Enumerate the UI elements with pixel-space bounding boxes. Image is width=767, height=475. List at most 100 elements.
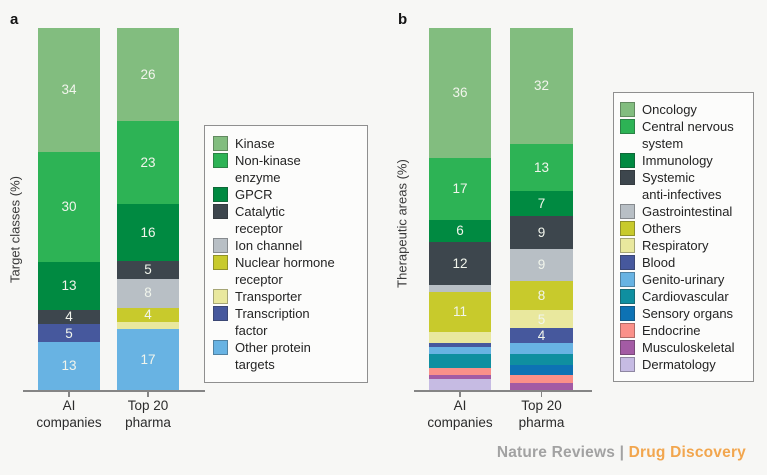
axis-tick bbox=[459, 392, 461, 397]
bar-segment-immunology: 7 bbox=[510, 190, 573, 217]
legend-swatch-icon bbox=[620, 272, 635, 287]
segment-value-label: 32 bbox=[533, 78, 550, 94]
legend-swatch-icon bbox=[620, 221, 635, 236]
legend-item-gastrointestinal: Gastrointestinal bbox=[620, 203, 747, 220]
bar-segment-ion-channel: 8 bbox=[117, 278, 179, 308]
bar-segment-gastrointestinal bbox=[429, 285, 491, 293]
bar-segment-kinase: 26 bbox=[117, 28, 179, 122]
segment-value-label: 6 bbox=[456, 222, 464, 238]
legend-swatch-icon bbox=[213, 153, 228, 168]
legend-swatch-icon bbox=[620, 255, 635, 270]
bar-segment-non-kinase-enzyme: 30 bbox=[38, 152, 100, 262]
bar-segment-oncology: 36 bbox=[429, 28, 491, 159]
segment-value-label: 4 bbox=[65, 309, 73, 325]
legend-swatch-icon bbox=[620, 289, 635, 304]
panel-a-y-axis-label: Target classes (%) bbox=[7, 176, 23, 283]
legend-swatch-icon bbox=[620, 119, 635, 134]
legend-label: Dermatology bbox=[642, 357, 716, 372]
legend-label: Blood bbox=[642, 255, 676, 270]
x-axis-line bbox=[414, 390, 592, 392]
bar-segment-systemic-anti-infectives: 9 bbox=[510, 216, 573, 249]
legend-item-systemic-anti-infectives: Systemic anti-infectives bbox=[620, 169, 747, 203]
legend-item-genito-urinary: Genito-urinary bbox=[620, 271, 747, 288]
bar-segment-catalytic-receptor: 4 bbox=[38, 309, 100, 325]
legend-item-dermatology: Dermatology bbox=[620, 356, 747, 373]
category-label-ai-companies: AI companies bbox=[427, 398, 493, 431]
segment-value-label: 17 bbox=[140, 351, 156, 367]
bar-segment-oncology: 32 bbox=[510, 28, 573, 144]
legend-item-central-nervous-system: Central nervous system bbox=[620, 118, 747, 152]
legend-swatch-icon bbox=[213, 238, 228, 253]
legend-item-kinase: Kinase bbox=[213, 135, 359, 152]
legend-label: Transporter bbox=[235, 289, 302, 304]
axis-tick bbox=[540, 392, 543, 397]
legend-item-endocrine: Endocrine bbox=[620, 322, 747, 339]
bar-segment-endocrine bbox=[429, 368, 491, 376]
axis-tick bbox=[68, 392, 70, 397]
segment-value-label: 26 bbox=[140, 66, 156, 82]
stacked-bar-ai-companies: 36 17 6 12 11 bbox=[429, 28, 491, 390]
legend-item-other-protein-targets: Other protein targets bbox=[213, 339, 359, 373]
segment-value-label: 4 bbox=[144, 306, 152, 322]
category-label-top-20-pharma: Top 20 pharma bbox=[125, 398, 171, 431]
legend-item-gpcr: GPCR bbox=[213, 186, 359, 203]
legend-label: Sensory organs bbox=[642, 306, 734, 321]
legend-label: Transcription factor bbox=[235, 306, 310, 338]
legend-swatch-icon bbox=[620, 102, 635, 117]
legend-item-catalytic-receptor: Catalytic receptor bbox=[213, 203, 359, 237]
legend-item-blood: Blood bbox=[620, 254, 747, 271]
bar-segment-immunology: 6 bbox=[429, 219, 491, 242]
segment-value-label: 13 bbox=[533, 159, 550, 175]
stacked-bar-top-20-pharma: 32 13 7 9 9 8 5 4 bbox=[510, 28, 573, 390]
legend-item-cardiovascular: Cardiovascular bbox=[620, 288, 747, 305]
legend-item-nuclear-hormone-receptor: Nuclear hormone receptor bbox=[213, 254, 359, 288]
stacked-bar-top-20-pharma: 26 23 16 5 8 4 17 bbox=[117, 28, 179, 390]
legend-label: Catalytic receptor bbox=[235, 204, 285, 236]
segment-value-label: 17 bbox=[452, 181, 468, 197]
legend-label: Immunology bbox=[642, 153, 713, 168]
bar-segment-transcription-factor: 5 bbox=[38, 324, 100, 343]
segment-value-label: 30 bbox=[61, 199, 77, 215]
legend-label: Genito-urinary bbox=[642, 272, 725, 287]
legend-box: Kinase Non-kinase enzyme GPCR Catalytic rec… bbox=[204, 125, 368, 383]
stacked-bar-ai-companies: 34 30 13 4 5 13 bbox=[38, 28, 100, 390]
legend-item-others: Others bbox=[620, 220, 747, 237]
bar-segment-central-nervous-system: 13 bbox=[510, 143, 573, 191]
bar-segment-musculoskeletal bbox=[510, 382, 573, 390]
legend-swatch-icon bbox=[213, 204, 228, 219]
segment-value-label: 34 bbox=[61, 82, 77, 98]
segment-value-label: 13 bbox=[61, 278, 77, 294]
segment-value-label: 8 bbox=[144, 285, 152, 301]
segment-value-label: 36 bbox=[452, 85, 468, 101]
legend-swatch-icon bbox=[620, 357, 635, 372]
legend-label: Systemic anti-infectives bbox=[642, 170, 722, 202]
bar-segment-cardiovascular bbox=[429, 353, 491, 369]
bar-segment-systemic-anti-infectives: 12 bbox=[429, 241, 491, 285]
legend-item-immunology: Immunology bbox=[620, 152, 747, 169]
segment-value-label: 4 bbox=[537, 327, 546, 343]
bar-segment-genito-urinary bbox=[429, 346, 491, 354]
category-label-ai-companies: AI companies bbox=[36, 398, 102, 431]
segment-value-label: 11 bbox=[452, 304, 467, 320]
legend-swatch-icon bbox=[620, 153, 635, 168]
journal-name: Nature Reviews bbox=[496, 444, 616, 461]
segment-value-label: 16 bbox=[140, 224, 156, 240]
journal-footer: Nature Reviews | Drug Discovery bbox=[497, 444, 746, 462]
legend-swatch-icon bbox=[213, 340, 228, 355]
segment-value-label: 5 bbox=[537, 311, 546, 327]
legend-item-oncology: Oncology bbox=[620, 101, 747, 118]
bar-segment-other-protein-targets: 13 bbox=[38, 342, 100, 390]
legend-item-sensory-organs: Sensory organs bbox=[620, 305, 747, 322]
segment-value-label: 12 bbox=[452, 255, 468, 271]
legend-swatch-icon bbox=[620, 170, 635, 185]
x-axis-line bbox=[23, 390, 205, 392]
bar-segment-central-nervous-system: 17 bbox=[429, 158, 491, 220]
segment-value-label: 23 bbox=[140, 154, 156, 170]
publication-name: Drug Discovery bbox=[628, 444, 746, 461]
bar-segment-gpcr: 16 bbox=[117, 203, 179, 261]
legend-swatch-icon bbox=[620, 238, 635, 253]
legend-item-respiratory: Respiratory bbox=[620, 237, 747, 254]
segment-value-label: 5 bbox=[144, 262, 152, 278]
legend-label: Respiratory bbox=[642, 238, 709, 253]
